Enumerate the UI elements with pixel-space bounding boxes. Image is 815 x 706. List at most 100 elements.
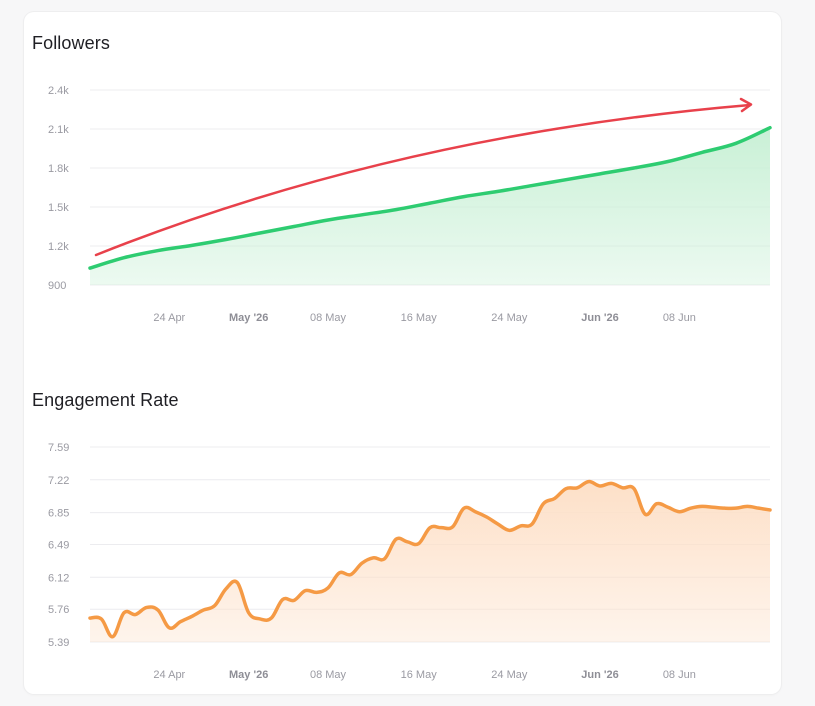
data-point bbox=[735, 507, 737, 509]
y-tick-label: 6.49 bbox=[48, 540, 69, 552]
data-point bbox=[667, 506, 669, 508]
x-tick-label: 08 May bbox=[310, 312, 347, 324]
data-point bbox=[338, 572, 340, 574]
data-point bbox=[327, 219, 329, 221]
x-tick-label: Jun '26 bbox=[581, 312, 618, 324]
data-point bbox=[587, 480, 589, 482]
data-point bbox=[327, 587, 329, 589]
data-point bbox=[361, 562, 363, 564]
data-point bbox=[655, 503, 657, 505]
data-point bbox=[723, 507, 725, 509]
data-point bbox=[497, 523, 499, 525]
y-tick-label: 7.59 bbox=[48, 442, 69, 454]
data-point bbox=[123, 612, 125, 614]
data-point bbox=[599, 485, 601, 487]
data-point bbox=[123, 257, 125, 259]
x-tick-label: 08 Jun bbox=[663, 312, 696, 324]
data-point bbox=[576, 487, 578, 489]
data-point bbox=[168, 627, 170, 629]
data-point bbox=[542, 503, 544, 505]
y-tick-label: 2.1k bbox=[48, 124, 69, 136]
data-point bbox=[474, 511, 476, 513]
data-point bbox=[134, 613, 136, 615]
x-tick-label: May '26 bbox=[229, 669, 268, 681]
data-point bbox=[372, 557, 374, 559]
data-point bbox=[100, 618, 102, 620]
engagement-chart-title: Engagement Rate bbox=[32, 390, 179, 410]
engagement-chart: 7.59 7.22 6.85 6.49 6.12 5.76 5.39 24 Apr May '2… bbox=[48, 442, 772, 681]
data-point bbox=[701, 151, 703, 153]
trend-arrow-head bbox=[739, 97, 753, 113]
data-point bbox=[191, 615, 193, 617]
series-line bbox=[88, 479, 772, 639]
y-tick-label: 1.2k bbox=[48, 241, 69, 253]
y-tick-label: 2.4k bbox=[48, 85, 69, 97]
data-point bbox=[89, 267, 91, 269]
data-point bbox=[304, 589, 306, 591]
data-point bbox=[644, 513, 646, 515]
data-point bbox=[89, 617, 91, 619]
y-tick-label: 6.12 bbox=[48, 572, 69, 584]
data-point bbox=[621, 487, 623, 489]
data-point bbox=[769, 127, 771, 129]
data-point bbox=[225, 238, 227, 240]
data-point bbox=[485, 516, 487, 518]
data-point bbox=[508, 529, 510, 531]
data-point bbox=[429, 526, 431, 528]
data-point bbox=[406, 541, 408, 543]
data-point bbox=[202, 609, 204, 611]
data-point bbox=[111, 635, 113, 637]
data-point bbox=[417, 542, 419, 544]
data-point bbox=[610, 482, 612, 484]
data-point bbox=[712, 506, 714, 508]
x-tick-label: 24 May bbox=[491, 669, 528, 681]
y-tick-label: 900 bbox=[48, 280, 66, 292]
x-tick-label: 16 May bbox=[401, 312, 438, 324]
x-tick-label: 24 May bbox=[491, 312, 528, 324]
y-tick-label: 5.39 bbox=[48, 637, 69, 649]
x-tick-label: May '26 bbox=[229, 312, 268, 324]
data-point bbox=[281, 598, 283, 600]
data-point bbox=[519, 525, 521, 527]
data-point bbox=[259, 618, 261, 620]
data-point bbox=[383, 557, 385, 559]
data-point bbox=[757, 507, 759, 509]
series-area bbox=[90, 127, 770, 285]
data-point bbox=[701, 505, 703, 507]
data-point bbox=[293, 225, 295, 227]
data-point bbox=[531, 523, 533, 525]
data-point bbox=[463, 195, 465, 197]
followers-chart: 2.4k 2.1k 1.8k 1.5k 1.2k 900 24 Apr May '26 08 M… bbox=[48, 85, 772, 324]
data-point bbox=[395, 538, 397, 540]
data-point bbox=[179, 620, 181, 622]
data-point bbox=[633, 167, 635, 169]
data-point bbox=[735, 142, 737, 144]
data-point bbox=[259, 232, 261, 234]
data-point bbox=[315, 591, 317, 593]
y-tick-label: 1.8k bbox=[48, 163, 69, 175]
data-point bbox=[157, 609, 159, 611]
data-point bbox=[213, 604, 215, 606]
trend-arrow bbox=[94, 103, 752, 257]
data-point bbox=[361, 214, 363, 216]
data-point bbox=[689, 507, 691, 509]
x-tick-label: 16 May bbox=[401, 669, 438, 681]
data-point bbox=[225, 588, 227, 590]
data-point bbox=[599, 173, 601, 175]
data-point bbox=[769, 509, 771, 511]
data-point bbox=[497, 190, 499, 192]
y-tick-label: 7.22 bbox=[48, 475, 69, 487]
data-point bbox=[440, 526, 442, 528]
data-point bbox=[395, 208, 397, 210]
data-point bbox=[236, 581, 238, 583]
x-tick-label: 24 Apr bbox=[153, 312, 185, 324]
data-point bbox=[633, 487, 635, 489]
data-point bbox=[565, 179, 567, 181]
data-point bbox=[429, 202, 431, 204]
x-tick-label: Jun '26 bbox=[581, 669, 618, 681]
data-point bbox=[553, 497, 555, 499]
data-point bbox=[349, 573, 351, 575]
data-point bbox=[667, 160, 669, 162]
data-point bbox=[531, 184, 533, 186]
y-tick-label: 1.5k bbox=[48, 202, 69, 214]
